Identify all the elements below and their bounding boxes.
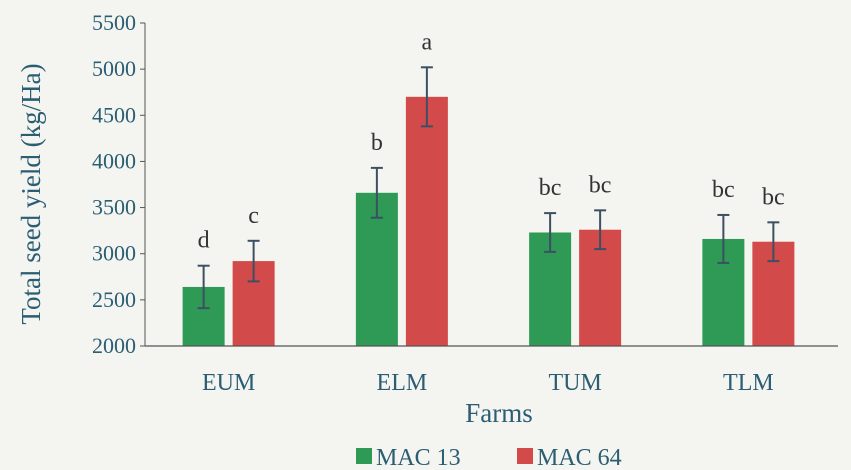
significance-label: c (248, 203, 259, 229)
x-tick-label: TLM (723, 370, 774, 396)
y-tick-label: 2000 (92, 333, 136, 358)
y-tick-label: 4000 (92, 148, 136, 173)
legend-label: MAC 64 (537, 445, 622, 470)
y-tick-label: 5000 (92, 56, 136, 81)
x-tick-label: EUM (202, 370, 255, 396)
significance-label: a (422, 29, 433, 55)
y-tick-label: 4500 (92, 102, 136, 127)
x-axis: EUM ELM TUM TLM (145, 345, 838, 396)
legend-swatch (356, 448, 372, 464)
legend-swatch (517, 448, 533, 464)
bar (405, 96, 448, 346)
significance-label: bc (712, 177, 735, 203)
y-tick-label: 3500 (92, 195, 136, 220)
y-tick-label: 3000 (92, 241, 136, 266)
significance-label: d (198, 228, 210, 254)
y-tick-label: 5500 (92, 10, 136, 35)
bars: d c b a bc bc bc bc (182, 29, 795, 346)
y-tick-label: 2500 (92, 287, 136, 312)
significance-label: bc (589, 172, 612, 198)
x-axis-title: Farms (465, 398, 533, 428)
legend-label: MAC 13 (376, 445, 461, 470)
x-tick-label: TUM (548, 370, 601, 396)
significance-label: b (371, 130, 383, 156)
legend: MAC 13 MAC 64 (356, 445, 622, 470)
significance-label: bc (539, 175, 562, 201)
significance-label: bc (762, 184, 785, 210)
x-tick-label: ELM (377, 370, 428, 396)
y-axis: 2000 2500 3000 3500 4000 4500 5000 5500 (92, 10, 146, 358)
y-axis-title: Total seed yield (kg/Ha) (16, 63, 46, 324)
